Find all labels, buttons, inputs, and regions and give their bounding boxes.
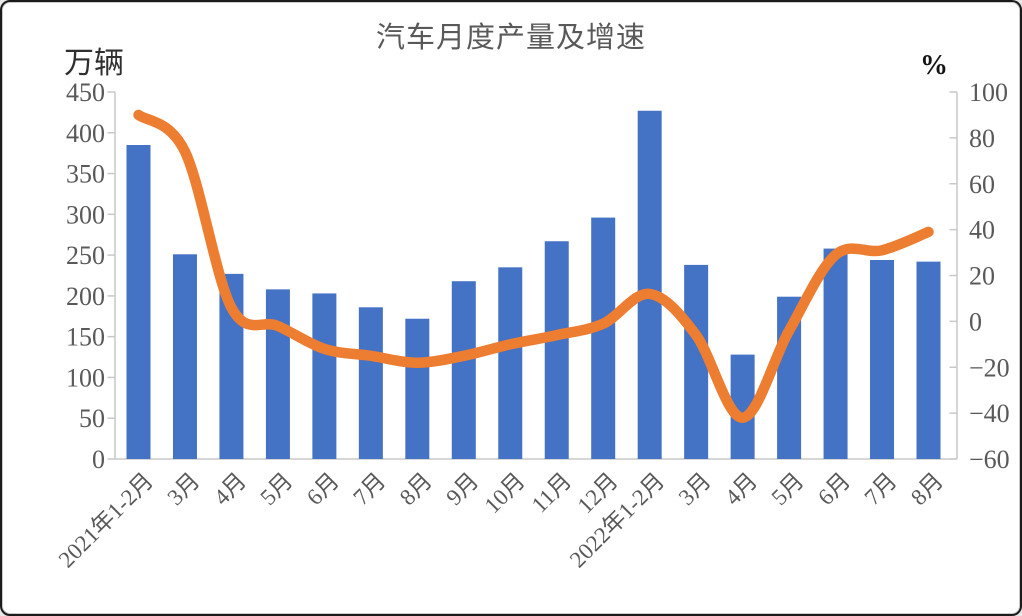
bar xyxy=(637,110,662,459)
y-axis-right: 100 80 60 40 20 0 −20 −40 −60 xyxy=(949,78,1010,474)
bar xyxy=(126,145,151,459)
x-axis-tick-label: 7月 xyxy=(348,468,390,510)
x-axis-tick-label: 4月 xyxy=(209,468,251,510)
x-axis-tick-label: 7月 xyxy=(860,468,902,510)
bar xyxy=(870,260,895,459)
bar xyxy=(451,281,476,459)
y-axis-left-tick-label: 350 xyxy=(66,160,105,189)
x-axis-tick-label: 5月 xyxy=(767,468,809,510)
x-axis-tick-label: 8月 xyxy=(906,468,948,510)
x-axis-tick-label: 8月 xyxy=(395,468,437,510)
y-axis-left-tick-label: 150 xyxy=(66,323,105,352)
bar xyxy=(265,289,290,459)
right-axis-unit-label: % xyxy=(920,50,948,81)
chart-title: 汽车月度产量及增速 xyxy=(375,22,646,54)
y-axis-right-tick-label: −20 xyxy=(969,353,1010,382)
y-axis-right-tick-label: 40 xyxy=(969,216,995,245)
y-axis-right-tick-label: 100 xyxy=(969,78,1008,107)
y-axis-left-tick-label: 100 xyxy=(66,363,105,392)
x-axis-tick-label: 5月 xyxy=(255,468,297,510)
x-axis-tick-label: 11月 xyxy=(527,468,577,518)
x-axis-tick-label: 6月 xyxy=(302,468,344,510)
x-axis-tick-label: 3月 xyxy=(674,468,716,510)
y-axis-left-tick-label: 300 xyxy=(66,200,105,229)
left-axis-unit-label: 万辆 xyxy=(64,47,124,80)
y-axis-left-tick-label: 50 xyxy=(79,404,105,433)
growth-line xyxy=(133,109,934,423)
y-axis-right-tick-label: 0 xyxy=(969,307,982,336)
y-axis-right-tick-label: −60 xyxy=(969,445,1010,474)
x-axis-tick-label: 3月 xyxy=(163,468,205,510)
x-axis-tick-label: 2021年1-2月 xyxy=(54,468,158,572)
x-axis-tick-label: 9月 xyxy=(441,468,483,510)
x-axis-tick-label: 10月 xyxy=(480,468,530,518)
bar xyxy=(823,248,848,459)
bar xyxy=(405,318,430,459)
bar xyxy=(544,241,569,459)
x-axis-labels: 2021年1-2月 3月 4月 5月 6月 7月 8月 9月10月11月12月2022年1-2… xyxy=(54,468,948,572)
bar xyxy=(591,217,616,459)
x-axis-tick-label: 6月 xyxy=(813,468,855,510)
y-axis-left-tick-label: 250 xyxy=(66,241,105,270)
y-axis-left-tick-label: 200 xyxy=(66,282,105,311)
y-axis-right-tick-label: −40 xyxy=(969,399,1010,428)
bar xyxy=(498,267,523,459)
y-axis-right-tick-label: 20 xyxy=(969,262,995,291)
y-axis-left-tick-label: 400 xyxy=(66,119,105,148)
bar xyxy=(358,307,383,459)
y-axis-left-tick-label: 450 xyxy=(66,78,105,107)
y-axis-left-tick-label: 0 xyxy=(92,445,105,474)
bar xyxy=(916,261,941,459)
x-axis-tick-label: 4月 xyxy=(720,468,762,510)
y-axis-left: 450 400 350 300 250 200 150 100 50 0 xyxy=(66,78,115,474)
bar xyxy=(172,254,197,459)
bars-series xyxy=(126,110,941,459)
y-axis-right-tick-label: 80 xyxy=(969,124,995,153)
bar xyxy=(312,293,337,459)
y-axis-right-tick-label: 60 xyxy=(969,170,995,199)
